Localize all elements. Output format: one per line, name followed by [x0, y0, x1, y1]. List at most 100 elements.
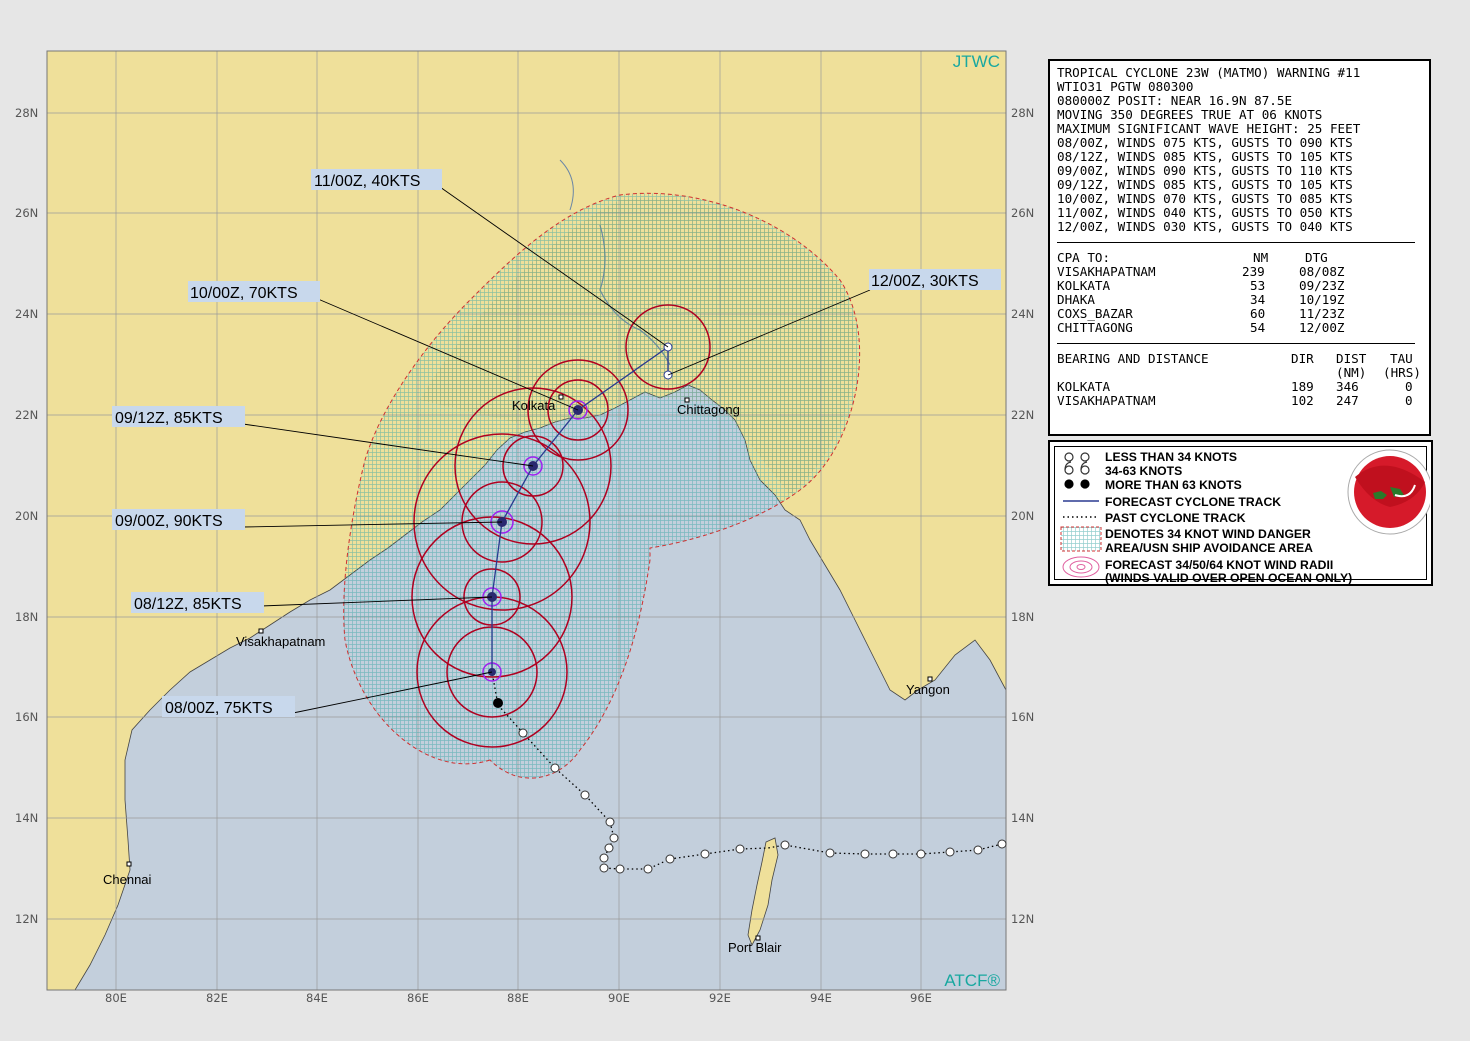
cyclone-symbol-weak-icon [1064, 452, 1090, 462]
lat-label: 14N [15, 811, 38, 825]
legend-item: DENOTES 34 KNOT WIND DANGER [1105, 527, 1311, 541]
warning-line: 08/12Z, WINDS 085 KTS, GUSTS TO 105 KTS [1057, 149, 1353, 164]
lon-label: 90E [608, 991, 630, 1005]
warning-line: 09/00Z, WINDS 090 KTS, GUSTS TO 110 KTS [1057, 163, 1353, 178]
forecast-label: 11/00Z, 40KTS [314, 173, 420, 190]
past-track [491, 671, 1003, 870]
legend-panel: LESS THAN 34 KNOTS 34-63 KNOTS MORE THAN… [1048, 440, 1433, 586]
cpa-nm: 239 [1242, 264, 1265, 279]
cyclone-symbol-moderate-icon [1064, 461, 1090, 475]
cpa-header: CPA TO: NM DTG [1057, 251, 1429, 265]
lon-label: 82E [206, 991, 228, 1005]
cpa-row: COXS_BAZAR 60 11/23Z [1057, 307, 1429, 321]
city-markers [126, 394, 933, 941]
legend-item: PAST CYCLONE TRACK [1105, 511, 1246, 525]
legend-item: 34-63 KNOTS [1105, 464, 1183, 478]
lat-label: 12N [1011, 912, 1034, 926]
cpa-dtg: 12/00Z [1299, 320, 1345, 335]
city-label: Yangon [906, 682, 950, 697]
warning-panel: TROPICAL CYCLONE 23W (MATMO) WARNING #11… [1048, 59, 1431, 436]
city-label: Port Blair [728, 940, 782, 955]
warning-line: WTIO31 PGTW 080300 [1057, 79, 1194, 94]
bd-dir-header: DIR [1291, 351, 1314, 366]
lon-label: 88E [507, 991, 529, 1005]
bd-dist: 247 [1336, 393, 1359, 408]
cpa-dtg: 10/19Z [1299, 292, 1345, 307]
cpa-dtg: 09/23Z [1299, 278, 1345, 293]
cpa-row: VISAKHAPATNAM 239 08/08Z [1057, 265, 1429, 279]
lat-label: 26N [15, 206, 38, 220]
cpa-nm: 53 [1250, 278, 1266, 293]
lat-label: 20N [1011, 509, 1034, 523]
lon-label: 94E [810, 991, 832, 1005]
jtwc-seal-icon [1347, 449, 1430, 535]
bd-dist-header: DIST [1336, 351, 1367, 366]
bd-tau-header: TAU [1390, 351, 1413, 366]
cpa-dtg-header: DTG [1305, 250, 1328, 265]
bd-dir: 102 [1291, 393, 1314, 408]
city-label: Chittagong [677, 402, 740, 417]
lat-label: 16N [15, 710, 38, 724]
forecast-label-group: 11/00Z, 40KTS 10/00Z, 70KTS 12/00Z, 30KT… [112, 169, 1001, 717]
city-label: Kolkata [512, 398, 556, 413]
divider [1057, 343, 1415, 344]
cpa-place: VISAKHAPATNAM [1057, 264, 1156, 279]
bd-label: BEARING AND DISTANCE [1057, 351, 1209, 366]
lat-label: 16N [1011, 710, 1034, 724]
cpa-row: CHITTAGONG 54 12/00Z [1057, 321, 1429, 335]
lat-label: 22N [1011, 408, 1034, 422]
lat-label: 22N [15, 408, 38, 422]
forecast-label: 09/00Z, 90KTS [115, 513, 223, 530]
label-leaders [242, 186, 871, 714]
bd-header: BEARING AND DISTANCE DIR DIST TAU [1057, 352, 1429, 366]
city-label: Visakhapatnam [236, 634, 325, 649]
lat-label: 24N [15, 307, 38, 321]
cpa-row: KOLKATA 53 09/23Z [1057, 279, 1429, 293]
warning-line: MAXIMUM SIGNIFICANT WAVE HEIGHT: 25 FEET [1057, 121, 1361, 136]
warning-line: MOVING 350 DEGREES TRUE AT 06 KNOTS [1057, 107, 1323, 122]
cpa-nm-header: NM [1253, 250, 1269, 265]
lon-label: 96E [910, 991, 932, 1005]
lat-label: 14N [1011, 811, 1034, 825]
warning-line: TROPICAL CYCLONE 23W (MATMO) WARNING #11 [1057, 65, 1361, 80]
lat-label: 28N [1011, 106, 1034, 120]
legend-item: FORECAST 34/50/64 KNOT WIND RADII [1105, 558, 1334, 572]
city-label: Chennai [103, 872, 152, 887]
cpa-place: COXS_BAZAR [1057, 306, 1133, 321]
bd-row: KOLKATA 189 346 0 [1057, 380, 1429, 394]
forecast-label: 08/12Z, 85KTS [134, 596, 242, 613]
forecast-label: 12/00Z, 30KTS [871, 273, 979, 290]
lat-label: 26N [1011, 206, 1034, 220]
lat-label: 20N [15, 509, 38, 523]
bd-dist: 346 [1336, 379, 1359, 394]
cpa-dtg: 11/23Z [1299, 306, 1345, 321]
legend-item: AREA/USN SHIP AVOIDANCE AREA [1105, 541, 1313, 555]
cyclone-symbol-strong-icon [1064, 479, 1090, 489]
forecast-label: 08/00Z, 75KTS [165, 700, 273, 717]
bd-dist-unit: (NM) [1336, 365, 1367, 380]
cpa-dtg: 08/08Z [1299, 264, 1345, 279]
warning-line: 080000Z POSIT: NEAR 16.9N 87.5E [1057, 93, 1293, 108]
legend-item: MORE THAN 63 KNOTS [1105, 478, 1242, 492]
lat-label: 18N [1011, 610, 1034, 624]
cpa-nm: 54 [1250, 320, 1266, 335]
bd-place: VISAKHAPATNAM [1057, 393, 1156, 408]
warning-line: 12/00Z, WINDS 030 KTS, GUSTS TO 040 KTS [1057, 219, 1353, 234]
bd-dir: 189 [1291, 379, 1314, 394]
warning-line: 10/00Z, WINDS 070 KTS, GUSTS TO 085 KTS [1057, 191, 1353, 206]
forecast-label: 10/00Z, 70KTS [190, 285, 298, 302]
bd-header-units: (NM) (HRS) [1057, 366, 1429, 380]
warning-line: 11/00Z, WINDS 040 KTS, GUSTS TO 050 KTS [1057, 205, 1353, 220]
cpa-place: KOLKATA [1057, 278, 1111, 293]
lon-label: 80E [105, 991, 127, 1005]
legend-item: LESS THAN 34 KNOTS [1105, 450, 1238, 464]
bd-tau-unit: (HRS) [1383, 365, 1421, 380]
lon-label: 86E [407, 991, 429, 1005]
lat-label: 28N [15, 106, 38, 120]
bd-place: KOLKATA [1057, 379, 1111, 394]
legend-item: FORECAST CYCLONE TRACK [1105, 495, 1282, 509]
cpa-place: CHITTAGONG [1057, 320, 1133, 335]
danger-area-icon [1060, 526, 1102, 552]
cpa-row: DHAKA 34 10/19Z [1057, 293, 1429, 307]
